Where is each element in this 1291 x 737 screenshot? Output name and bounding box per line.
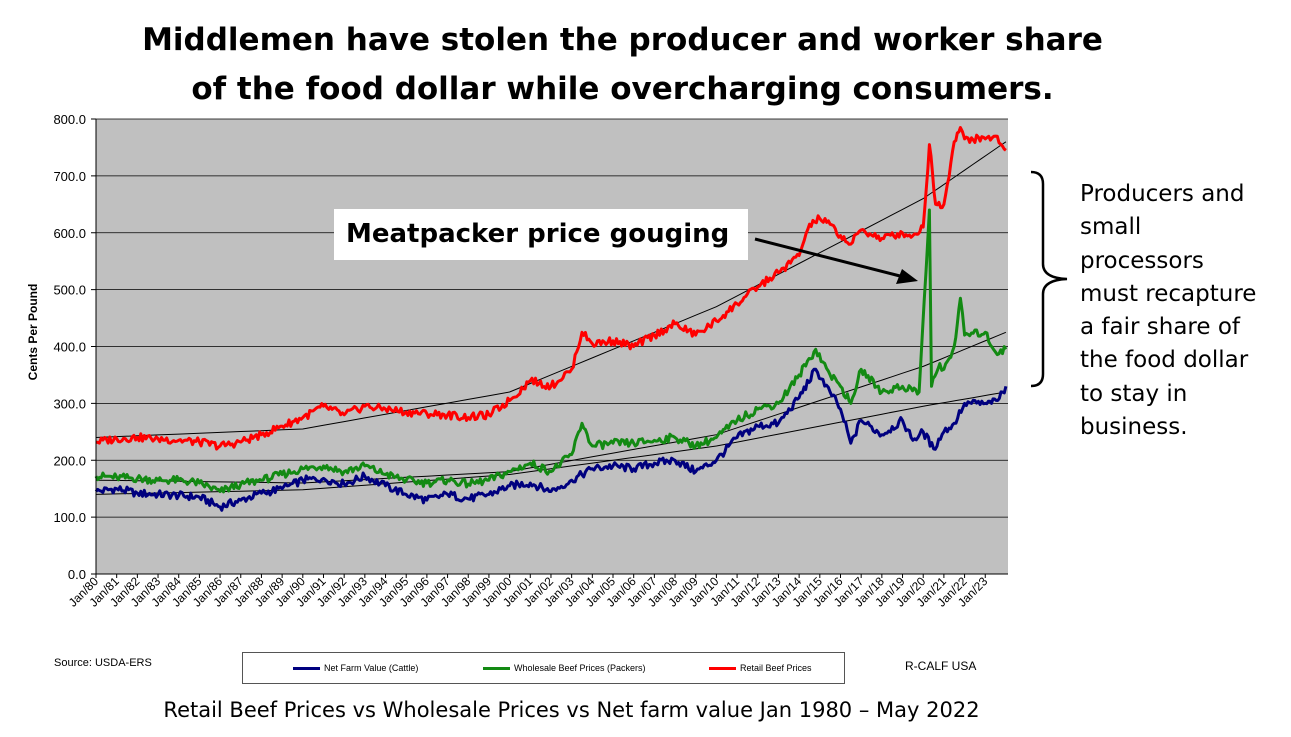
- side-note-line: a fair share of: [1080, 314, 1240, 341]
- side-note: Producers and small processors must reca…: [1080, 178, 1256, 444]
- legend-label: Wholesale Beef Prices (Packers): [514, 663, 646, 673]
- trend-line: [95, 141, 1007, 438]
- callout-label: Meatpacker price gouging: [334, 209, 748, 260]
- legend-swatch: [483, 666, 510, 670]
- y-tick-label: 200.0: [53, 453, 86, 468]
- gridlines: [96, 118, 1008, 518]
- headline-line-2: of the food dollar while overcharging co…: [191, 71, 1054, 107]
- series-line: [94, 208, 1008, 494]
- legend: Net Farm Value (Cattle) Wholesale Beef P…: [242, 652, 845, 684]
- source-note: Source: USDA-ERS: [54, 657, 152, 669]
- legend-item-retail: Retail Beef Prices: [709, 663, 812, 673]
- side-note-line: small: [1080, 214, 1142, 241]
- series-line: [94, 367, 1008, 512]
- callout-arrow-head: [896, 269, 918, 284]
- side-note-line: processors: [1080, 247, 1204, 274]
- side-note-line: the food dollar: [1080, 347, 1249, 374]
- series-line: [95, 126, 1007, 451]
- y-axis-label: Cents Per Pound: [26, 284, 40, 381]
- side-note-line: must recapture: [1080, 280, 1257, 307]
- y-tick-label: 600.0: [53, 226, 86, 241]
- y-tick-label: 300.0: [53, 396, 86, 411]
- credit-note: R-CALF USA: [905, 659, 977, 673]
- y-tick-label: 400.0: [53, 340, 86, 355]
- legend-item-wholesale: Wholesale Beef Prices (Packers): [483, 663, 646, 673]
- legend-swatch: [709, 666, 736, 670]
- legend-label: Retail Beef Prices: [740, 663, 812, 673]
- x-tick-labels: Jan/80Jan/81Jan/82Jan/83Jan/84Jan/85Jan/…: [66, 574, 991, 610]
- curly-brace: [1030, 170, 1068, 388]
- y-tick-label: 0.0: [68, 567, 86, 582]
- side-note-line: to stay in: [1080, 380, 1188, 407]
- y-tick-labels: 0.0 100.0 200.0 300.0 400.0 500.0 600.0 700.0 80…: [53, 112, 96, 582]
- y-tick-label: 100.0: [53, 510, 86, 525]
- headline-line-1: Middlemen have stolen the producer and w…: [142, 22, 1103, 58]
- chart-caption: Retail Beef Prices vs Wholesale Prices v…: [163, 698, 980, 722]
- side-note-line: Producers and: [1080, 181, 1245, 207]
- y-tick-label: 800.0: [53, 112, 86, 127]
- legend-swatch: [293, 666, 320, 670]
- legend-item-net-farm: Net Farm Value (Cattle): [293, 663, 418, 673]
- series-lines: [94, 126, 1008, 512]
- callout-arrow-line: [754, 237, 901, 278]
- y-tick-label: 500.0: [53, 283, 86, 298]
- y-tick-label: 700.0: [53, 169, 86, 184]
- side-note-line: business.: [1080, 414, 1188, 441]
- legend-label: Net Farm Value (Cattle): [324, 663, 419, 673]
